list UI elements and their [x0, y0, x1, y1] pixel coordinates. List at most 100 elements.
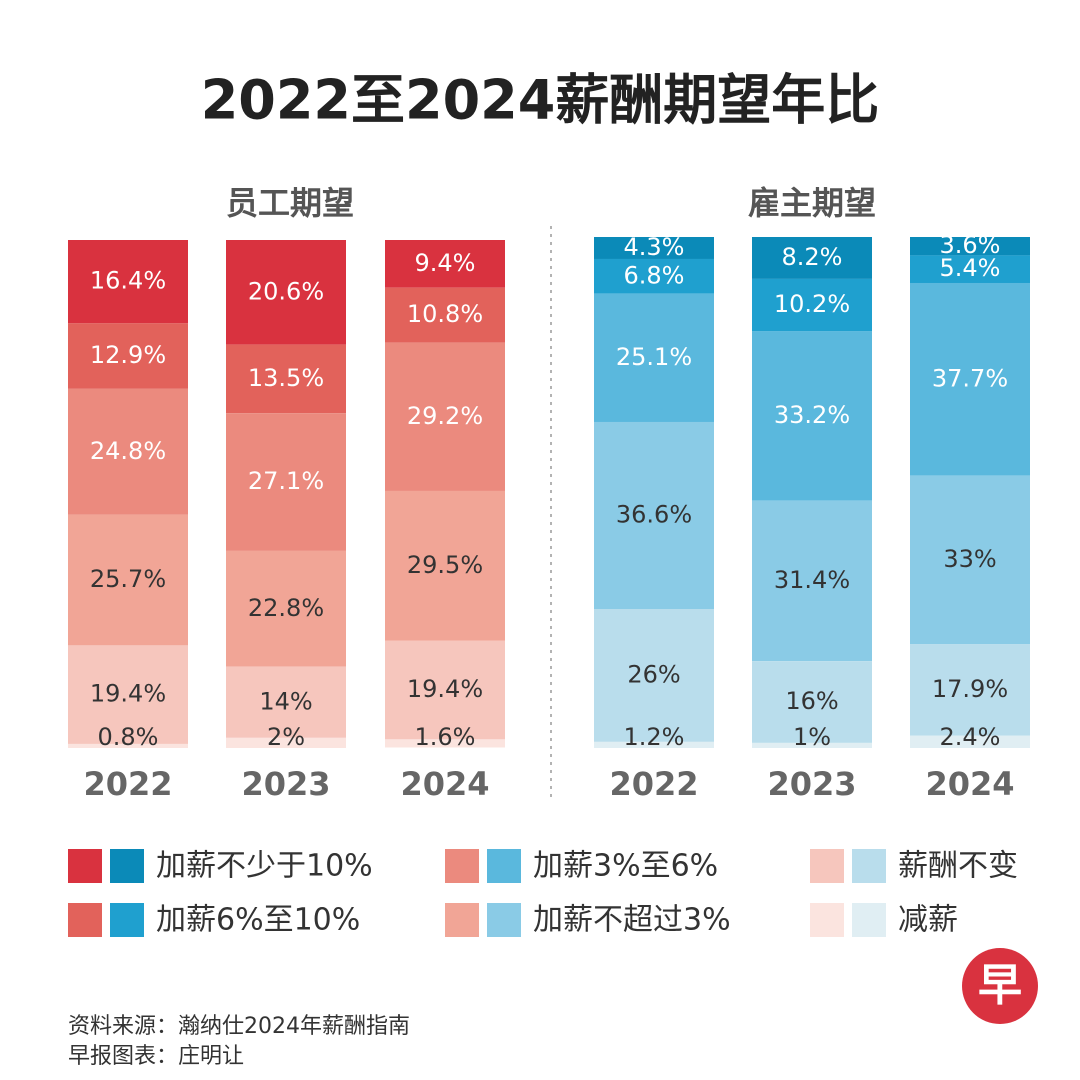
- value-label: 16%: [785, 687, 838, 715]
- value-label: 25.7%: [90, 565, 166, 593]
- value-label: 0.8%: [98, 723, 159, 751]
- legend-swatch: [852, 903, 886, 937]
- bar-segment: [385, 640, 505, 740]
- value-label: 19.4%: [90, 680, 166, 708]
- value-label: 24.8%: [90, 437, 166, 465]
- bar-segment: [68, 514, 188, 646]
- bar-segment: [752, 742, 872, 748]
- legend-swatch: [110, 903, 144, 937]
- value-label: 33.2%: [774, 401, 850, 429]
- value-label: 1.2%: [624, 723, 685, 751]
- legend-swatch: [852, 849, 886, 883]
- bar-segment: [226, 550, 346, 667]
- value-label: 27.1%: [248, 467, 324, 495]
- value-label: 33%: [943, 545, 996, 573]
- value-label: 26%: [627, 660, 680, 688]
- legend-swatch: [110, 849, 144, 883]
- x-tick-label: 2023: [241, 765, 330, 803]
- panel-title: 员工期望: [226, 184, 354, 222]
- value-label: 6.8%: [624, 261, 685, 289]
- x-tick-label: 2022: [609, 765, 698, 803]
- bar-segment: [910, 475, 1030, 645]
- bar-segment: [68, 743, 188, 748]
- value-label: 10.2%: [774, 290, 850, 318]
- bar-segment: [594, 293, 714, 422]
- value-label: 29.2%: [407, 402, 483, 430]
- bar-segment: [226, 240, 346, 345]
- value-label: 2.4%: [940, 723, 1001, 751]
- legend-swatch: [445, 849, 479, 883]
- bar-segment: [910, 644, 1030, 736]
- value-label: 2%: [267, 723, 305, 751]
- value-label: 31.4%: [774, 566, 850, 594]
- bar-segment: [226, 737, 346, 748]
- bar-segment: [910, 735, 1030, 748]
- x-tick-label: 2022: [83, 765, 172, 803]
- bar-segment: [594, 237, 714, 259]
- value-label: 4.3%: [624, 233, 685, 261]
- x-tick-label: 2023: [767, 765, 856, 803]
- chart-title: 2022至2024薪酬期望年比: [201, 69, 880, 132]
- legend-label: 减薪: [898, 903, 958, 938]
- bar-segment: [385, 240, 505, 288]
- bar-segment: [68, 645, 188, 744]
- legend-swatch: [445, 903, 479, 937]
- bar-segment: [385, 490, 505, 641]
- legend-label: 加薪3%至6%: [533, 849, 718, 884]
- bar-segment: [594, 741, 714, 748]
- value-label: 10.8%: [407, 300, 483, 328]
- bar-segment: [226, 666, 346, 738]
- bar-segment: [752, 661, 872, 743]
- legend-label: 加薪6%至10%: [156, 903, 360, 938]
- bar-segment: [594, 258, 714, 294]
- bar-segment: [385, 287, 505, 343]
- legend-swatch: [810, 903, 844, 937]
- bar-segment: [68, 388, 188, 515]
- value-label: 22.8%: [248, 594, 324, 622]
- bar-segment: [910, 237, 1030, 256]
- bar-segment: [385, 739, 505, 748]
- legend-swatch: [68, 903, 102, 937]
- legend-swatch: [487, 849, 521, 883]
- value-label: 1.6%: [415, 723, 476, 751]
- logo-circle: [962, 948, 1038, 1024]
- value-label: 25.1%: [616, 343, 692, 371]
- bar-segment: [68, 323, 188, 389]
- value-label: 36.6%: [616, 500, 692, 528]
- value-label: 1%: [793, 723, 831, 751]
- value-label: 3.6%: [940, 231, 1001, 259]
- value-label: 20.6%: [248, 277, 324, 305]
- bar-segment: [752, 331, 872, 501]
- legend-label: 薪酬不变: [898, 849, 1018, 884]
- value-label: 19.4%: [407, 675, 483, 703]
- value-label: 9.4%: [415, 249, 476, 277]
- bar-segment: [68, 240, 188, 324]
- value-label: 5.4%: [940, 254, 1001, 282]
- x-tick-label: 2024: [925, 765, 1014, 803]
- bar-segment: [752, 237, 872, 279]
- legend-label: 加薪不超过3%: [533, 903, 731, 938]
- legend-swatch: [810, 849, 844, 883]
- bar-segment: [226, 413, 346, 551]
- bar-segment: [752, 500, 872, 662]
- value-label: 29.5%: [407, 551, 483, 579]
- legend-swatch: [487, 903, 521, 937]
- value-label: 17.9%: [932, 675, 1008, 703]
- value-label: 14%: [259, 687, 312, 715]
- value-label: 12.9%: [90, 341, 166, 369]
- credit: 早报图表：庄明让: [68, 1044, 244, 1069]
- source: 资料来源：瀚纳仕2024年薪酬指南: [68, 1014, 410, 1039]
- panel-title: 雇主期望: [748, 184, 876, 222]
- bar-segment: [385, 342, 505, 491]
- value-label: 13.5%: [248, 364, 324, 392]
- bar-segment: [594, 421, 714, 610]
- bar-segment: [594, 609, 714, 742]
- value-label: 16.4%: [90, 267, 166, 295]
- bar-segment: [910, 282, 1030, 476]
- bar-segment: [226, 344, 346, 414]
- value-label: 37.7%: [932, 364, 1008, 392]
- bar-segment: [752, 278, 872, 332]
- bar-segment: [910, 255, 1030, 283]
- x-tick-label: 2024: [400, 765, 489, 803]
